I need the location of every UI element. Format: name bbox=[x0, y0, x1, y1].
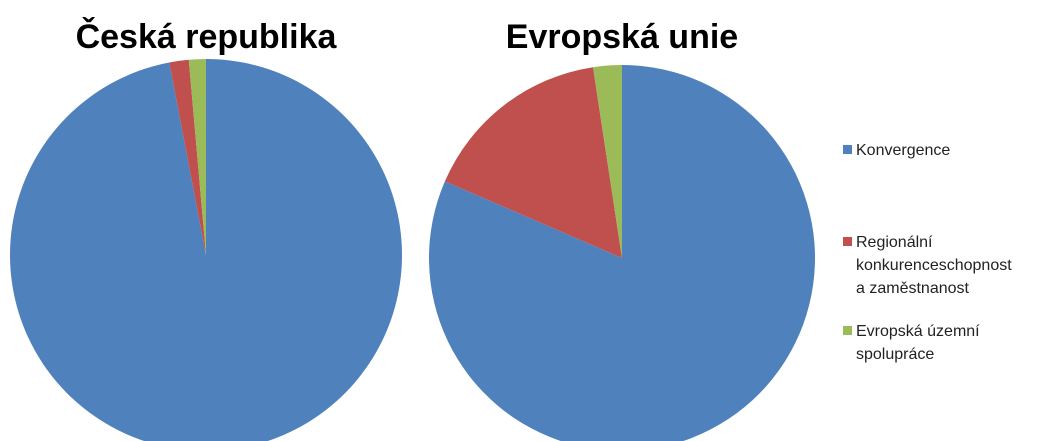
chart-title: Evropská unie bbox=[506, 18, 738, 56]
pie-slice bbox=[188, 59, 206, 255]
pie-slice bbox=[593, 65, 622, 258]
chart-title: Česká republika bbox=[76, 17, 338, 56]
legend-swatch bbox=[843, 237, 852, 246]
legend-swatch bbox=[843, 145, 852, 154]
pie-slice bbox=[444, 67, 622, 258]
legend-label: Konvergence bbox=[856, 142, 951, 159]
pie-slice bbox=[10, 59, 402, 441]
legend-swatch bbox=[843, 326, 852, 335]
legend-item: Regionální konkurenceschopnost a zaměstn… bbox=[843, 231, 1018, 300]
pie-slice bbox=[169, 59, 206, 255]
legend-label: Regionální konkurenceschopnost a zaměstn… bbox=[856, 234, 1012, 297]
legend-item: Konvergence bbox=[843, 139, 1018, 162]
legend-label: Evropská územní spolupráce bbox=[856, 323, 980, 363]
pie-slice bbox=[429, 65, 815, 441]
legend-item: Evropská územní spolupráce bbox=[843, 320, 1018, 366]
